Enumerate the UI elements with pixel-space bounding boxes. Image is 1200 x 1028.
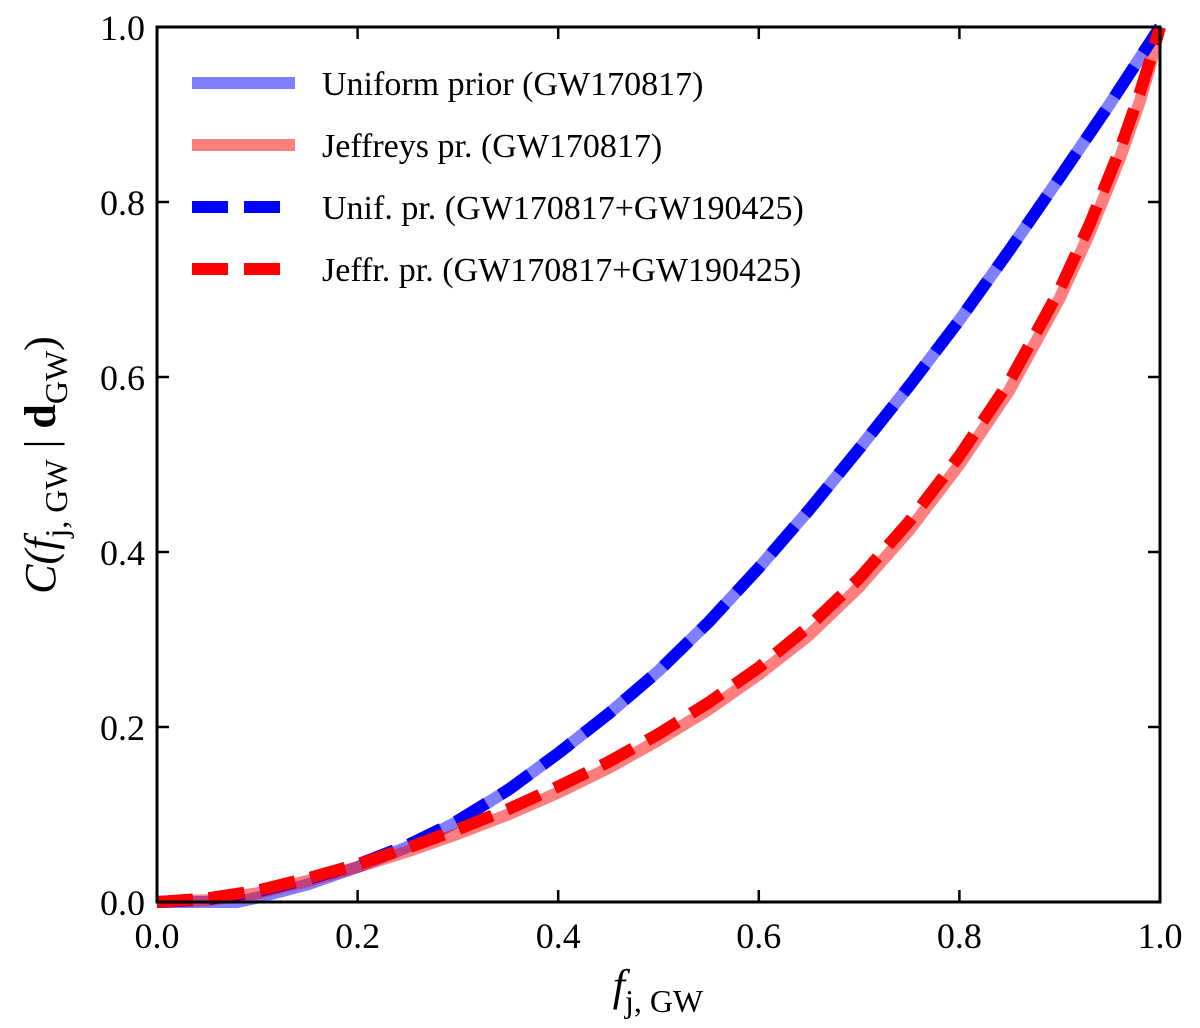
x-tick-label-5: 1.0: [1138, 916, 1183, 956]
legend-entry-jeffreys: Jeffreys pr. (GW170817): [192, 128, 662, 165]
y-label-fsub: j, GW: [38, 459, 74, 539]
legend-label-jeffreys: Jeffreys pr. (GW170817): [322, 128, 662, 165]
y-tick-label-0: 0.0: [100, 883, 145, 923]
legend-label-unif-combined: Unif. pr. (GW170817+GW190425): [322, 190, 804, 227]
y-label-prefix: C(: [16, 548, 65, 594]
y-axis-label: C(fj, GW | dGW): [16, 336, 74, 594]
y-label-sep: |: [16, 429, 65, 460]
x-axis-label-sub: j, GW: [624, 983, 704, 1019]
x-tick-label-2: 0.4: [536, 916, 581, 956]
y-tick-label-3: 0.6: [100, 358, 145, 398]
legend-label-uniform: Uniform prior (GW170817): [322, 66, 703, 103]
x-tick-label-4: 0.8: [937, 916, 982, 956]
legend: Uniform prior (GW170817) Jeffreys pr. (G…: [192, 66, 804, 289]
x-tick-label-3: 0.6: [736, 916, 781, 956]
legend-label-jeffr-combined: Jeffr. pr. (GW170817+GW190425): [322, 252, 801, 289]
y-ticks: 0.0 0.2 0.4 0.6 0.8 1.0: [100, 8, 1160, 923]
legend-entry-uniform: Uniform prior (GW170817): [192, 66, 703, 103]
y-label-close: ): [16, 336, 65, 351]
y-tick-label-4: 0.8: [100, 183, 145, 223]
x-tick-label-0: 0.0: [135, 916, 180, 956]
y-tick-label-5: 1.0: [100, 8, 145, 48]
x-ticks: 0.0 0.2 0.4 0.6 0.8 1.0: [135, 27, 1183, 956]
legend-entry-unif-combined: Unif. pr. (GW170817+GW190425): [192, 190, 804, 227]
y-tick-label-2: 0.4: [100, 533, 145, 573]
legend-entry-jeffr-combined: Jeffr. pr. (GW170817+GW190425): [192, 252, 801, 289]
x-axis-label: fj, GW: [613, 961, 704, 1019]
plot-frame: [155, 25, 1162, 904]
x-tick-label-1: 0.2: [335, 916, 380, 956]
series-line-3: [156, 25, 1166, 908]
curves-layer: [156, 23, 1166, 908]
y-tick-label-1: 0.2: [100, 708, 145, 748]
y-label-dsub: GW: [38, 350, 74, 404]
y-label-d: d: [16, 404, 65, 428]
